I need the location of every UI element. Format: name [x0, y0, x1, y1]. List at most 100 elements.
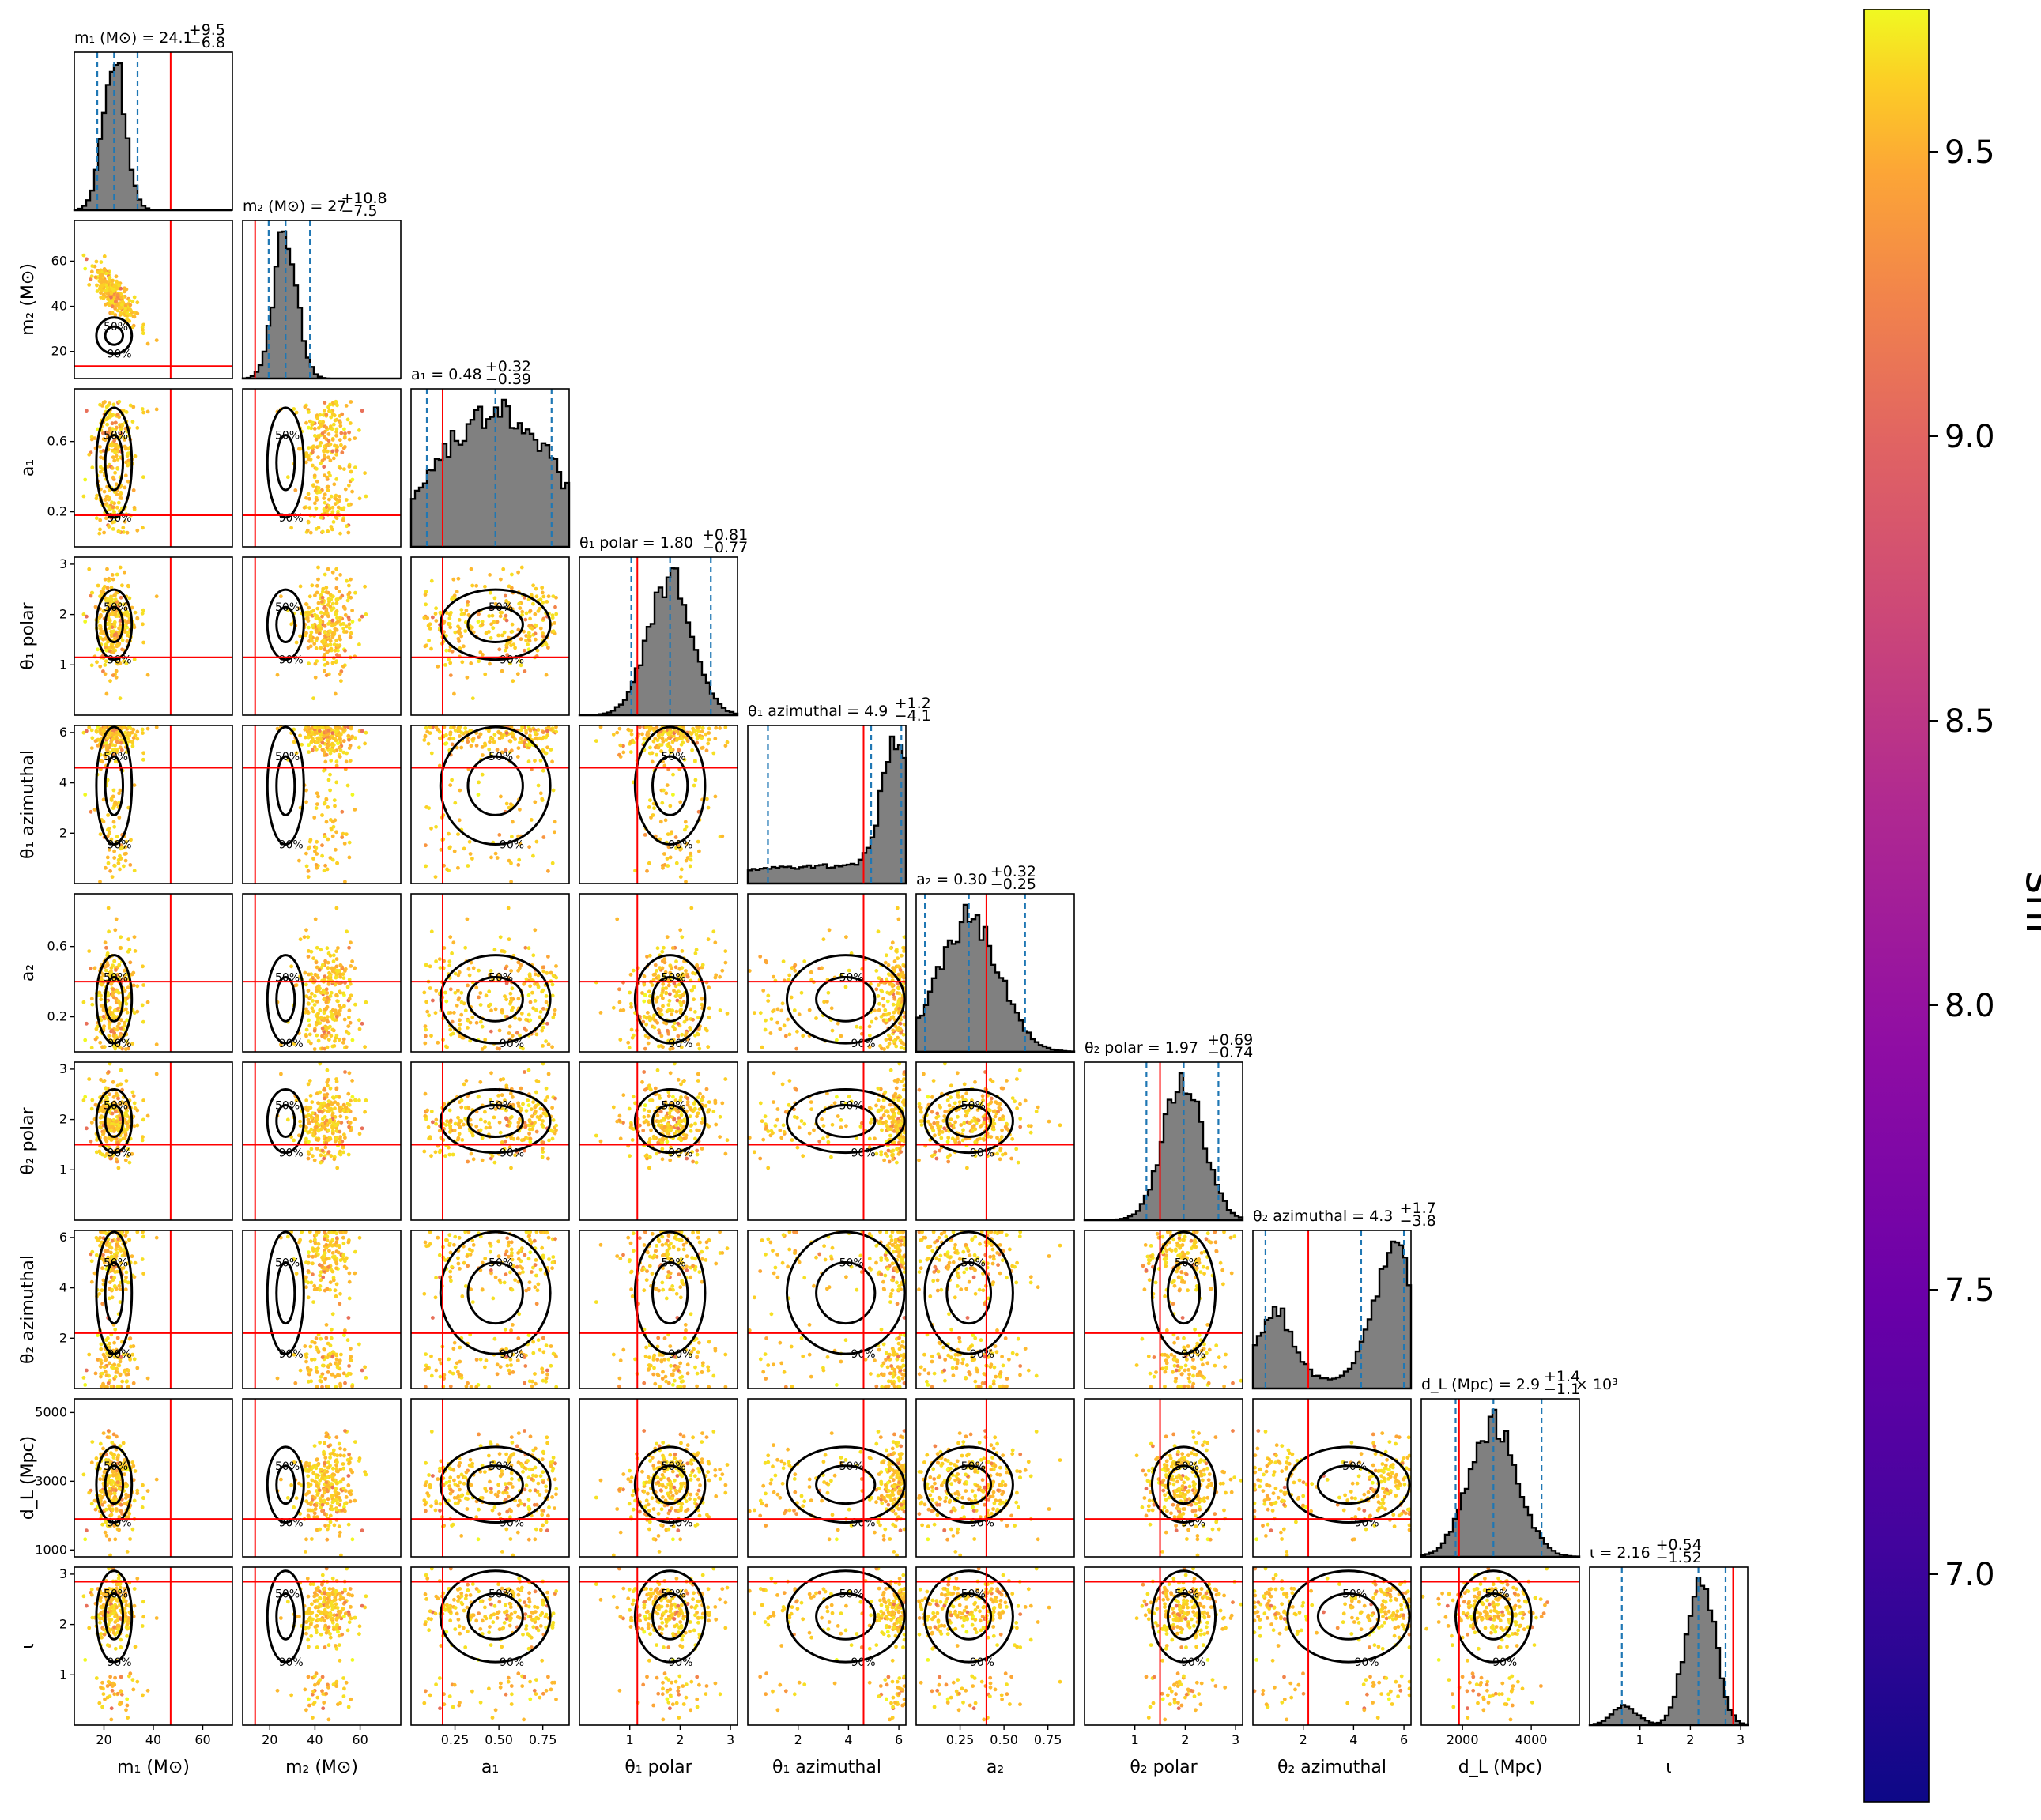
scatter-point — [545, 970, 549, 975]
scatter-m1-t1p — [81, 565, 159, 701]
scatter-point — [347, 626, 352, 631]
y-axis-label-a1: a₁ — [18, 459, 38, 477]
scatter-point — [338, 420, 342, 424]
scatter-point — [104, 516, 108, 521]
scatter-point — [123, 852, 127, 856]
scatter-point — [111, 427, 115, 431]
scatter-point — [460, 1138, 465, 1142]
scatter-point — [515, 672, 520, 676]
scatter-point — [487, 1121, 492, 1125]
scatter-point — [110, 300, 115, 303]
scatter-point — [324, 1118, 329, 1123]
scatter-point — [498, 614, 503, 619]
scatter-point — [483, 1038, 488, 1042]
scatter-point — [775, 1020, 779, 1025]
scatter-point — [98, 445, 102, 449]
scatter-point — [141, 526, 145, 530]
scatter-point — [541, 1044, 545, 1048]
scatter-point — [896, 956, 900, 960]
scatter-point — [132, 658, 137, 661]
scatter-point — [523, 1070, 526, 1074]
scatter-point — [498, 1077, 503, 1082]
scatter-point — [689, 857, 693, 862]
scatter-point — [348, 421, 353, 425]
scatter-point — [519, 565, 524, 570]
scatter-point — [121, 409, 126, 413]
scatter-point — [326, 622, 330, 626]
scatter-point — [464, 609, 469, 612]
scatter-point — [112, 1031, 117, 1035]
scatter-point — [334, 1136, 339, 1141]
scatter-point — [334, 433, 338, 438]
scatter-point — [899, 1031, 904, 1035]
scatter-point — [534, 1008, 538, 1012]
scatter-point — [298, 937, 303, 942]
scatter-point — [656, 1007, 661, 1011]
scatter-point — [700, 745, 705, 750]
scatter-point — [350, 1095, 355, 1099]
scatter-point — [117, 283, 122, 288]
scatter-point — [115, 425, 119, 430]
scatter-point — [123, 286, 126, 291]
scatter-point — [490, 613, 495, 618]
scatter-point — [326, 740, 331, 744]
scatter-point — [350, 1038, 355, 1042]
scatter-point — [342, 427, 346, 431]
scatter-point — [315, 945, 319, 950]
scatter-point — [516, 968, 520, 973]
scatter-point — [330, 968, 335, 973]
scatter-point — [117, 963, 122, 967]
scatter-point — [323, 1145, 328, 1150]
scatter-point — [319, 990, 323, 995]
scatter-point — [554, 595, 558, 600]
scatter-point — [154, 594, 159, 599]
scatter-point — [126, 584, 131, 589]
scatter-point — [107, 831, 111, 836]
scatter-point — [106, 403, 111, 408]
scatter-point — [347, 840, 352, 845]
scatter-point — [140, 407, 145, 411]
panel-m1-m1: m₁ (M⊙) = 24.1+9.5−6.8 — [73, 21, 233, 212]
scatter-point — [447, 831, 451, 836]
title-sub-a2: −0.25 — [990, 876, 1036, 893]
scatter-point — [119, 496, 123, 500]
scatter-point — [347, 1015, 351, 1019]
scatter-point — [325, 650, 330, 654]
scatter-point — [326, 1015, 330, 1019]
scatter-point — [115, 286, 119, 291]
scatter-point — [357, 745, 361, 750]
scatter-point — [104, 945, 108, 950]
scatter-point — [673, 965, 678, 970]
scatter-point — [115, 458, 120, 462]
scatter-point — [323, 835, 327, 839]
scatter-point — [682, 1019, 687, 1024]
scatter-point — [328, 1024, 332, 1029]
title-sup-m1: +9.5 — [189, 21, 225, 39]
scatter-point — [334, 612, 338, 616]
scatter-point — [541, 1125, 545, 1129]
scatter-point — [424, 590, 428, 594]
scatter-point — [541, 1025, 545, 1030]
scatter-point — [550, 993, 555, 998]
scatter-point — [307, 612, 312, 617]
scatter-point — [306, 520, 311, 525]
scatter-point — [311, 1111, 315, 1115]
scatter-point — [538, 626, 543, 631]
scatter-point — [119, 1026, 123, 1031]
scatter-point — [659, 743, 664, 747]
scatter-point — [332, 482, 337, 487]
scatter-point — [451, 1152, 455, 1157]
scatter-point — [783, 1034, 788, 1038]
scatter-point — [343, 612, 348, 617]
scatter-point — [85, 729, 89, 733]
scatter-point — [510, 622, 515, 627]
scatter-point — [685, 974, 690, 979]
scatter-point — [444, 999, 449, 1004]
scatter-point — [691, 1017, 695, 1022]
scatter-point — [101, 637, 105, 642]
scatter-point — [120, 638, 125, 642]
scatter-point — [126, 479, 130, 484]
scatter-point — [534, 594, 539, 599]
scatter-point — [664, 791, 669, 796]
